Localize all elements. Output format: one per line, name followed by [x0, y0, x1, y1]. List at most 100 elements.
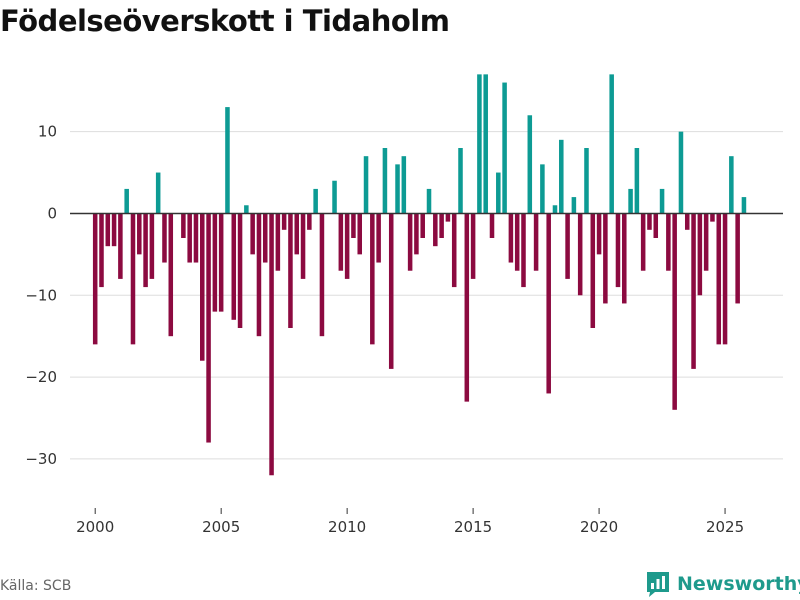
brand-name: Newsworthy	[677, 573, 800, 595]
bar	[168, 213, 174, 337]
bar	[225, 107, 230, 214]
bar	[269, 213, 274, 476]
bar	[370, 213, 375, 345]
bar	[710, 213, 715, 222]
bar	[307, 213, 312, 230]
x-axis: 2000 2005 2010 2015 2020 2025	[76, 508, 744, 536]
bar	[187, 213, 192, 263]
bar	[584, 148, 589, 214]
bar	[200, 213, 205, 361]
bar	[433, 213, 438, 247]
bar	[439, 213, 444, 238]
y-tick-label: 0	[47, 204, 57, 222]
x-tick-label: 2020	[580, 518, 618, 536]
bar	[483, 74, 488, 214]
bar	[300, 213, 306, 279]
bar	[464, 213, 470, 402]
bar	[603, 213, 608, 304]
bar	[684, 213, 690, 230]
y-tick-label: −10	[25, 286, 57, 304]
bar	[659, 188, 665, 214]
bar	[521, 213, 526, 288]
bar	[332, 180, 337, 214]
bar	[502, 82, 507, 214]
bar	[590, 213, 596, 328]
bar	[451, 213, 457, 288]
x-tick-label: 2005	[202, 518, 240, 536]
bar	[653, 213, 659, 238]
bar	[92, 213, 98, 345]
bar	[716, 213, 722, 345]
bar	[363, 156, 369, 214]
x-tick-label: 2025	[706, 518, 744, 536]
bar	[577, 213, 583, 296]
bar	[533, 213, 539, 271]
bar	[275, 213, 281, 271]
bar	[426, 188, 432, 214]
bar	[407, 213, 413, 271]
bar	[294, 213, 300, 255]
chart-title: Födelseöverskott i Tidaholm	[0, 4, 450, 38]
bar	[622, 213, 627, 304]
bar	[149, 213, 155, 279]
bar	[678, 131, 684, 214]
bar	[250, 213, 255, 255]
bar	[691, 213, 696, 369]
source-label: Källa: SCB	[0, 578, 72, 594]
gridlines	[70, 131, 783, 460]
bar	[628, 188, 633, 214]
bar	[477, 74, 482, 214]
bar	[697, 213, 703, 296]
bar	[565, 213, 570, 279]
bar	[640, 213, 646, 271]
bar	[722, 213, 728, 345]
y-tick-label: 10	[38, 123, 57, 141]
y-tick-label: −20	[25, 368, 57, 386]
bar	[288, 213, 293, 328]
bar	[647, 213, 652, 230]
bar	[256, 213, 262, 337]
bar	[414, 213, 419, 255]
bar	[376, 213, 381, 263]
y-axis: 10 0 −10 −20 −30	[25, 123, 57, 468]
bar	[313, 188, 318, 214]
bar	[571, 197, 577, 214]
bar	[445, 213, 451, 222]
bar	[729, 156, 734, 214]
bar	[281, 213, 287, 230]
bar	[552, 205, 558, 214]
bar	[105, 213, 111, 247]
bar	[99, 213, 104, 288]
bar	[634, 148, 640, 214]
x-tick-label: 2015	[454, 518, 492, 536]
bar	[212, 213, 218, 312]
bar	[420, 213, 425, 238]
bar	[527, 115, 533, 214]
bar	[666, 213, 671, 271]
bar	[137, 213, 142, 255]
bar	[388, 213, 394, 369]
bar	[470, 213, 476, 279]
bar	[231, 213, 237, 320]
bar	[244, 205, 249, 214]
bar	[344, 213, 350, 279]
bar	[615, 213, 621, 288]
bar	[338, 213, 344, 271]
bar	[559, 139, 564, 214]
bar	[118, 213, 123, 279]
newsworthy-logo[interactable]: Newsworthy	[645, 570, 800, 598]
bar	[609, 74, 614, 214]
bar	[237, 213, 243, 328]
bar	[496, 172, 501, 214]
bar	[319, 213, 325, 337]
x-tick-label: 2010	[328, 518, 366, 536]
bar	[382, 148, 388, 214]
bar	[735, 213, 740, 304]
bar	[596, 213, 602, 255]
bar	[155, 172, 161, 214]
bar	[357, 213, 362, 255]
bar	[193, 213, 199, 263]
bar	[489, 213, 495, 238]
bar	[143, 213, 148, 288]
